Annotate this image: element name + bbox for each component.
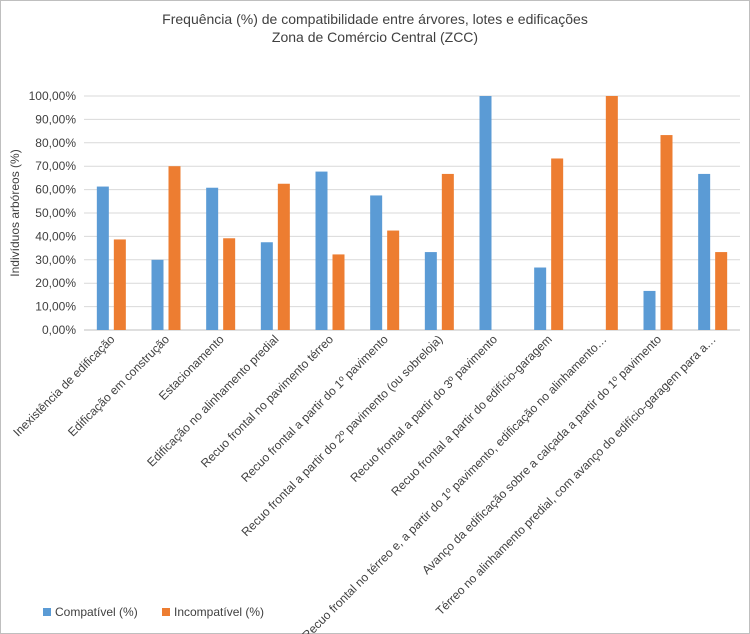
bar-incompativel xyxy=(168,166,181,330)
y-tick-label: 40,00% xyxy=(35,229,76,243)
bar-incompativel xyxy=(715,252,728,330)
bar-compativel xyxy=(534,267,547,330)
legend-label-compativel: Compatível (%) xyxy=(55,605,138,619)
bar-incompativel xyxy=(387,230,400,330)
y-tick-label: 80,00% xyxy=(35,136,76,150)
bar-compativel xyxy=(643,290,656,330)
bar-incompativel xyxy=(551,158,564,330)
legend-item-incompativel: Incompatível (%) xyxy=(162,605,264,619)
x-tick-label: Edificação em construção xyxy=(65,332,172,439)
bar-incompativel xyxy=(332,254,345,330)
bar-incompativel xyxy=(223,238,236,330)
y-tick-label: 20,00% xyxy=(35,276,76,290)
bar-incompativel xyxy=(441,173,454,330)
y-tick-label: 70,00% xyxy=(35,159,76,173)
bar-compativel xyxy=(424,252,437,330)
y-tick-label: 100,00% xyxy=(29,89,77,103)
y-tick-label: 10,00% xyxy=(35,300,76,314)
bar-compativel xyxy=(315,171,328,330)
legend-item-compativel: Compatível (%) xyxy=(43,605,138,619)
legend-swatch-incompativel xyxy=(162,608,170,616)
bar-compativel xyxy=(260,242,273,330)
y-tick-label: 90,00% xyxy=(35,112,76,126)
bar-compativel xyxy=(479,96,492,330)
bar-incompativel xyxy=(113,239,126,330)
y-tick-label: 60,00% xyxy=(35,183,76,197)
bar-incompativel xyxy=(660,135,673,330)
y-axis-label: Indivíduos arbóreos (%) xyxy=(8,149,22,276)
bar-compativel xyxy=(698,173,711,330)
y-tick-label: 30,00% xyxy=(35,253,76,267)
chart-title: Frequência (%) de compatibilidade entre … xyxy=(162,11,588,27)
y-tick-label: 0,00% xyxy=(42,323,76,337)
bar-compativel xyxy=(370,195,383,330)
chart-title-block: Frequência (%) de compatibilidade entre … xyxy=(0,10,750,46)
bar-compativel xyxy=(151,259,164,330)
legend-label-incompativel: Incompatível (%) xyxy=(174,605,265,619)
bar-compativel xyxy=(206,187,219,330)
bar-compativel xyxy=(96,186,109,330)
x-tick-label: Inexistência de edificação xyxy=(10,332,117,439)
bar-incompativel xyxy=(605,96,618,330)
x-tick-label: Recuo frontal a partir do 2º pavimento (… xyxy=(239,332,446,539)
y-tick-label: 50,00% xyxy=(35,206,76,220)
legend-swatch-compativel xyxy=(43,608,51,616)
chart-subtitle: Zona de Comércio Central (ZCC) xyxy=(271,29,479,45)
bar-incompativel xyxy=(277,183,290,330)
